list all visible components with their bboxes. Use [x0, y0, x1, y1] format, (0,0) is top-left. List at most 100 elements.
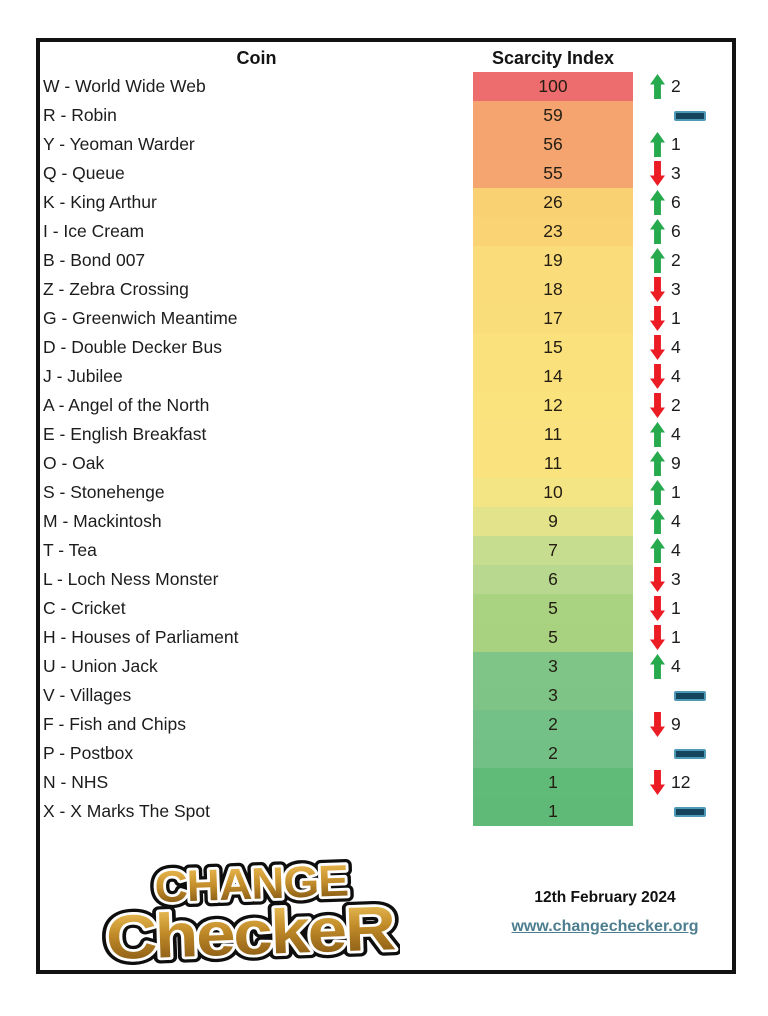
no-change-dash-icon — [674, 690, 706, 701]
scarcity-value-cell: 11 — [473, 449, 633, 478]
coin-name: V - Villages — [43, 685, 132, 705]
up-arrow-icon — [650, 422, 665, 447]
movement-cell — [633, 681, 732, 710]
table-row: D - Double Decker Bus 15 4 — [40, 333, 732, 362]
table-row: A - Angel of the North 12 2 — [40, 391, 732, 420]
movement-amount: 2 — [671, 76, 681, 96]
coin-name: D - Double Decker Bus — [43, 337, 222, 357]
scarcity-value-cell: 15 — [473, 333, 633, 362]
scarcity-value-cell: 14 — [473, 362, 633, 391]
movement-amount: 1 — [671, 134, 681, 154]
coin-name: S - Stonehenge — [43, 482, 165, 502]
change-checker-logo: CHANGE CHANGE CHANGE CheckeR CheckeR Che… — [99, 852, 400, 966]
scarcity-value-cell: 5 — [473, 623, 633, 652]
up-arrow-icon — [650, 132, 665, 157]
movement-cell: 1 — [633, 130, 732, 159]
coin-name: G - Greenwich Meantime — [43, 308, 238, 328]
scarcity-value-cell: 9 — [473, 507, 633, 536]
table-row: S - Stonehenge 10 1 — [40, 478, 732, 507]
up-arrow-icon — [650, 654, 665, 679]
no-change-dash-icon — [674, 806, 706, 817]
coin-name: Z - Zebra Crossing — [43, 279, 189, 299]
coin-name: L - Loch Ness Monster — [43, 569, 219, 589]
table-row: Z - Zebra Crossing 18 3 — [40, 275, 732, 304]
movement-cell: 4 — [633, 420, 732, 449]
coin-column-header: Coin — [236, 48, 277, 68]
table-row: R - Robin 59 — [40, 101, 732, 130]
up-arrow-icon — [650, 509, 665, 534]
scarcity-value-cell: 10 — [473, 478, 633, 507]
down-arrow-icon — [650, 393, 665, 418]
scarcity-value-cell: 3 — [473, 652, 633, 681]
movement-amount: 4 — [671, 424, 681, 444]
table-row: C - Cricket 5 1 — [40, 594, 732, 623]
table-row: T - Tea 7 4 — [40, 536, 732, 565]
scarcity-value-cell: 17 — [473, 304, 633, 333]
up-arrow-icon — [650, 248, 665, 273]
coin-name: Y - Yeoman Warder — [43, 134, 195, 154]
table-row: F - Fish and Chips 2 9 — [40, 710, 732, 739]
movement-amount: 6 — [671, 192, 681, 212]
coin-name: C - Cricket — [43, 598, 126, 618]
coin-name: H - Houses of Parliament — [43, 627, 239, 647]
scarcity-value-cell: 26 — [473, 188, 633, 217]
logo-word-change: CHANGE — [154, 856, 349, 912]
movement-cell: 9 — [633, 449, 732, 478]
coin-name: I - Ice Cream — [43, 221, 145, 241]
scarcity-value-cell: 2 — [473, 739, 633, 768]
down-arrow-icon — [650, 161, 665, 186]
table-row: Q - Queue 55 3 — [40, 159, 732, 188]
movement-amount: 2 — [671, 395, 681, 415]
movement-cell: 2 — [633, 72, 732, 101]
no-change-dash-icon — [674, 110, 706, 121]
table-row: L - Loch Ness Monster 6 3 — [40, 565, 732, 594]
coin-name: J - Jubilee — [43, 366, 123, 386]
scarcity-value-cell: 55 — [473, 159, 633, 188]
movement-amount: 1 — [671, 627, 681, 647]
coin-name: N - NHS — [43, 772, 109, 792]
coin-name: U - Union Jack — [43, 656, 158, 676]
movement-cell: 6 — [633, 188, 732, 217]
movement-cell: 4 — [633, 536, 732, 565]
logo-word-checker: CheckeR — [105, 894, 396, 966]
table-row: N - NHS 1 12 — [40, 768, 732, 797]
scarcity-value-cell: 7 — [473, 536, 633, 565]
down-arrow-icon — [650, 306, 665, 331]
table-header-row: Coin Scarcity Index — [40, 42, 633, 72]
table-row: W - World Wide Web 100 2 — [40, 72, 732, 101]
website-link[interactable]: www.changechecker.org — [511, 918, 699, 935]
movement-amount: 3 — [671, 163, 681, 183]
down-arrow-icon — [650, 770, 665, 795]
down-arrow-icon — [650, 596, 665, 621]
movement-amount: 3 — [671, 569, 681, 589]
coin-name: W - World Wide Web — [43, 76, 206, 96]
movement-cell: 9 — [633, 710, 732, 739]
table-row: H - Houses of Parliament 5 1 — [40, 623, 732, 652]
movement-cell: 12 — [633, 768, 732, 797]
movement-cell — [633, 797, 732, 826]
movement-cell: 4 — [633, 362, 732, 391]
table-row: P - Postbox 2 — [40, 739, 732, 768]
movement-cell: 1 — [633, 478, 732, 507]
movement-amount: 1 — [671, 482, 681, 502]
table-row: U - Union Jack 3 4 — [40, 652, 732, 681]
table-row: V - Villages 3 — [40, 681, 732, 710]
movement-amount: 4 — [671, 511, 681, 531]
logo-word-change: CHANGE — [154, 856, 349, 912]
coin-name: A - Angel of the North — [43, 395, 210, 415]
movement-amount: 4 — [671, 366, 681, 386]
table-row: J - Jubilee 14 4 — [40, 362, 732, 391]
table-row: Y - Yeoman Warder 56 1 — [40, 130, 732, 159]
footer-info: 12th February 2024 www.changechecker.org — [490, 888, 720, 936]
movement-cell: 3 — [633, 275, 732, 304]
movement-amount: 9 — [671, 714, 681, 734]
movement-cell: 1 — [633, 623, 732, 652]
movement-cell: 6 — [633, 217, 732, 246]
coin-name: M - Mackintosh — [43, 511, 162, 531]
movement-cell — [633, 101, 732, 130]
scarcity-value-cell: 1 — [473, 768, 633, 797]
scarcity-value-cell: 59 — [473, 101, 633, 130]
no-change-dash-icon — [674, 748, 706, 759]
movement-cell: 2 — [633, 391, 732, 420]
